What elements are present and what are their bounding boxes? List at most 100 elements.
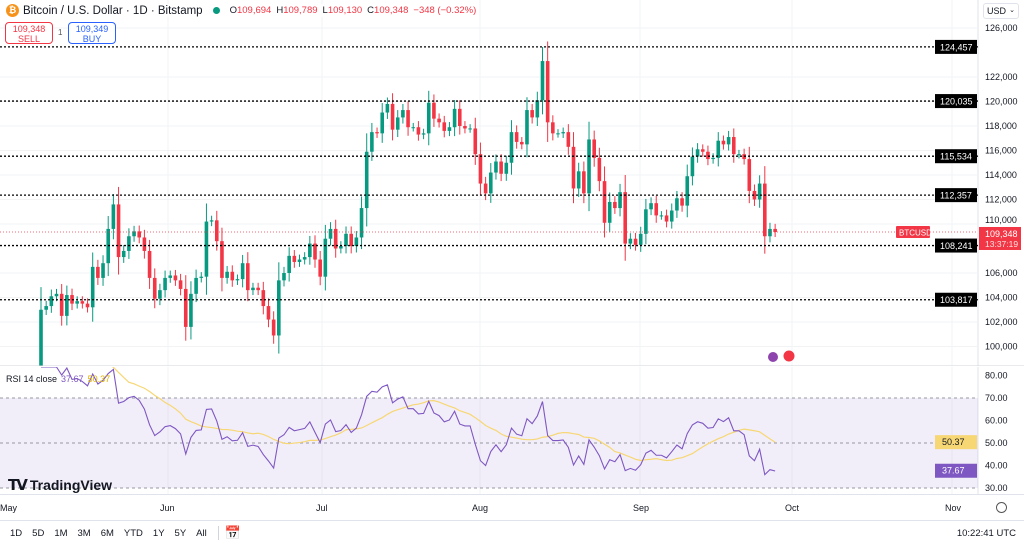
candle-body <box>385 103 390 113</box>
price-pane[interactable]: 126,000 122,000 120,000 118,000 116,000 114,0… <box>0 0 1024 366</box>
range-ytd[interactable]: YTD <box>123 527 143 539</box>
candle <box>266 298 271 328</box>
range-1d[interactable]: 1D <box>10 527 23 539</box>
candle-body <box>375 132 379 134</box>
candle-body <box>121 250 126 258</box>
level-label-bg <box>935 149 977 164</box>
candle-body <box>763 183 767 237</box>
candle-body <box>540 61 545 101</box>
clock[interactable]: 10:22:41 UTC <box>956 528 1016 539</box>
candle <box>65 285 69 326</box>
candle-body <box>75 301 79 304</box>
candle-body <box>246 263 250 291</box>
candle <box>457 100 462 135</box>
level-label-bg <box>935 238 977 253</box>
range-1y[interactable]: 1Y <box>152 527 165 539</box>
candle-body <box>447 127 452 131</box>
candle-body <box>706 151 710 160</box>
candle-body <box>499 161 503 174</box>
candle-body <box>323 238 328 277</box>
candle-body <box>302 257 307 260</box>
candle <box>478 142 483 196</box>
buy-button[interactable]: 109,349 BUY <box>68 22 116 44</box>
candle-body <box>525 110 529 145</box>
candle <box>101 255 105 286</box>
candle <box>488 163 493 203</box>
candle <box>90 252 95 322</box>
candle <box>385 97 390 119</box>
range-3m[interactable]: 3M <box>77 527 91 539</box>
candle <box>654 195 659 223</box>
candle-body <box>457 108 462 126</box>
rsi-ma-label: 50.37 <box>942 437 965 447</box>
candle <box>731 128 736 163</box>
bitcoin-icon: ₿ <box>6 4 19 17</box>
range-5d[interactable]: 5D <box>32 527 45 539</box>
candle <box>96 259 100 285</box>
candle <box>287 247 291 282</box>
rsi-ma-value: 50.37 <box>87 374 111 384</box>
range-all[interactable]: All <box>196 527 207 539</box>
candle <box>561 127 565 138</box>
sell-button[interactable]: 109,348 SELL <box>5 22 53 44</box>
candle-body <box>96 266 100 278</box>
candle-body <box>111 204 116 229</box>
symbol-title[interactable]: Bitcoin / U.S. Dollar · 1D · Bitstamp <box>23 4 203 17</box>
candle <box>380 103 385 143</box>
candle <box>597 147 602 192</box>
candle-body <box>752 190 757 200</box>
candle-body <box>132 231 136 237</box>
candle <box>406 101 410 136</box>
time-axis[interactable]: May Jun Jul Aug Sep Oct Nov <box>0 503 962 513</box>
candle-body <box>488 172 493 194</box>
candle <box>473 117 478 165</box>
candle <box>323 224 328 291</box>
candle <box>49 289 54 313</box>
candle-body <box>406 110 410 128</box>
candle-body <box>80 301 85 304</box>
candle-body <box>669 210 674 222</box>
candle <box>85 298 90 313</box>
candle <box>328 222 333 246</box>
candle <box>183 275 188 341</box>
rsi-tick: 50.00 <box>985 438 1008 448</box>
axis-settings-icon[interactable] <box>996 502 1007 513</box>
candle <box>737 149 741 159</box>
candle <box>199 272 204 283</box>
level-label: 112,357 <box>940 191 972 201</box>
level-label-bg <box>935 292 977 307</box>
candle-body <box>277 280 281 336</box>
tradingview-logo[interactable]: 𝗧𝗩 TradingView <box>8 477 113 494</box>
candle <box>246 252 250 302</box>
range-1m[interactable]: 1M <box>54 527 68 539</box>
flag-icon <box>782 349 796 363</box>
low-value: 109,130 <box>327 5 363 16</box>
candle-body <box>173 275 178 281</box>
candle-body <box>370 132 374 152</box>
price-tick: 104,000 <box>985 293 1018 303</box>
candle <box>768 222 772 243</box>
candle-body <box>504 162 509 174</box>
candle <box>39 287 43 366</box>
candle <box>540 46 545 115</box>
candle <box>308 235 312 265</box>
candle-body <box>566 132 571 147</box>
candle <box>132 225 136 242</box>
candle-body <box>711 157 715 160</box>
candle-body <box>240 263 245 280</box>
symbol-tag-bg <box>896 225 930 238</box>
rsi-legend[interactable]: RSI 14 close 37.67 50.37 <box>6 374 111 384</box>
candle-body <box>318 259 322 277</box>
range-6m[interactable]: 6M <box>100 527 114 539</box>
candle <box>209 215 214 227</box>
range-5y[interactable]: 5Y <box>174 527 187 539</box>
candle <box>401 103 405 124</box>
candle-body <box>768 228 772 237</box>
candle-body <box>142 237 147 251</box>
candle-body <box>556 133 560 135</box>
candle <box>142 229 147 259</box>
calendar-goto-icon[interactable]: 📅 <box>224 525 241 540</box>
currency-select[interactable]: USD ⌄ <box>983 3 1019 19</box>
candle-body <box>209 220 214 222</box>
